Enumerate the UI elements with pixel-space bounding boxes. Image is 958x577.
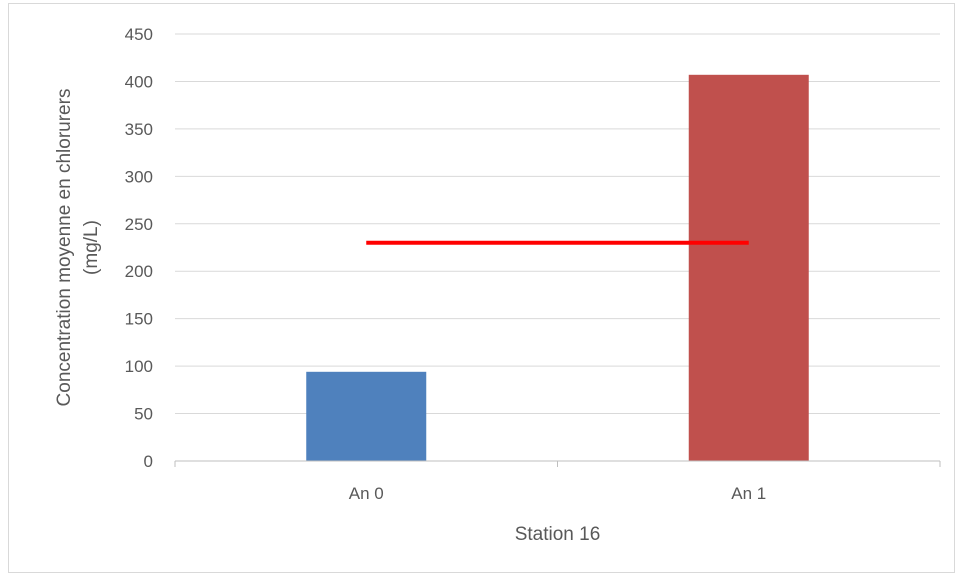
y-tick-label: 100 — [125, 357, 153, 376]
bar-an-1 — [688, 74, 809, 462]
bars — [306, 74, 809, 462]
y-tick-label: 200 — [125, 262, 153, 281]
y-tick-label: 250 — [125, 215, 153, 234]
y-tick-label: 0 — [144, 452, 153, 471]
y-tick-label: 300 — [125, 167, 153, 186]
y-tick-label: 50 — [134, 405, 153, 424]
x-tick-labels: An 0 An 1 — [349, 484, 766, 503]
axes — [174, 460, 941, 467]
gridlines — [175, 33, 940, 415]
y-tick-label: 150 — [125, 310, 153, 329]
x-tick-label: An 1 — [731, 484, 766, 503]
x-tick-label: An 0 — [349, 484, 384, 503]
y-tick-label: 350 — [125, 120, 153, 139]
y-axis-title-line-1: Concentration moyenne en chlorurers — [54, 89, 75, 407]
bar-an-0 — [306, 371, 427, 461]
y-tick-label: 450 — [125, 25, 153, 44]
y-axis-title-line-2: (mg/L) — [81, 220, 102, 275]
y-tick-labels: 0 50 100 150 200 250 300 350 400 450 — [125, 25, 153, 471]
x-axis-title: Station 16 — [515, 524, 601, 545]
y-tick-label: 400 — [125, 72, 153, 91]
